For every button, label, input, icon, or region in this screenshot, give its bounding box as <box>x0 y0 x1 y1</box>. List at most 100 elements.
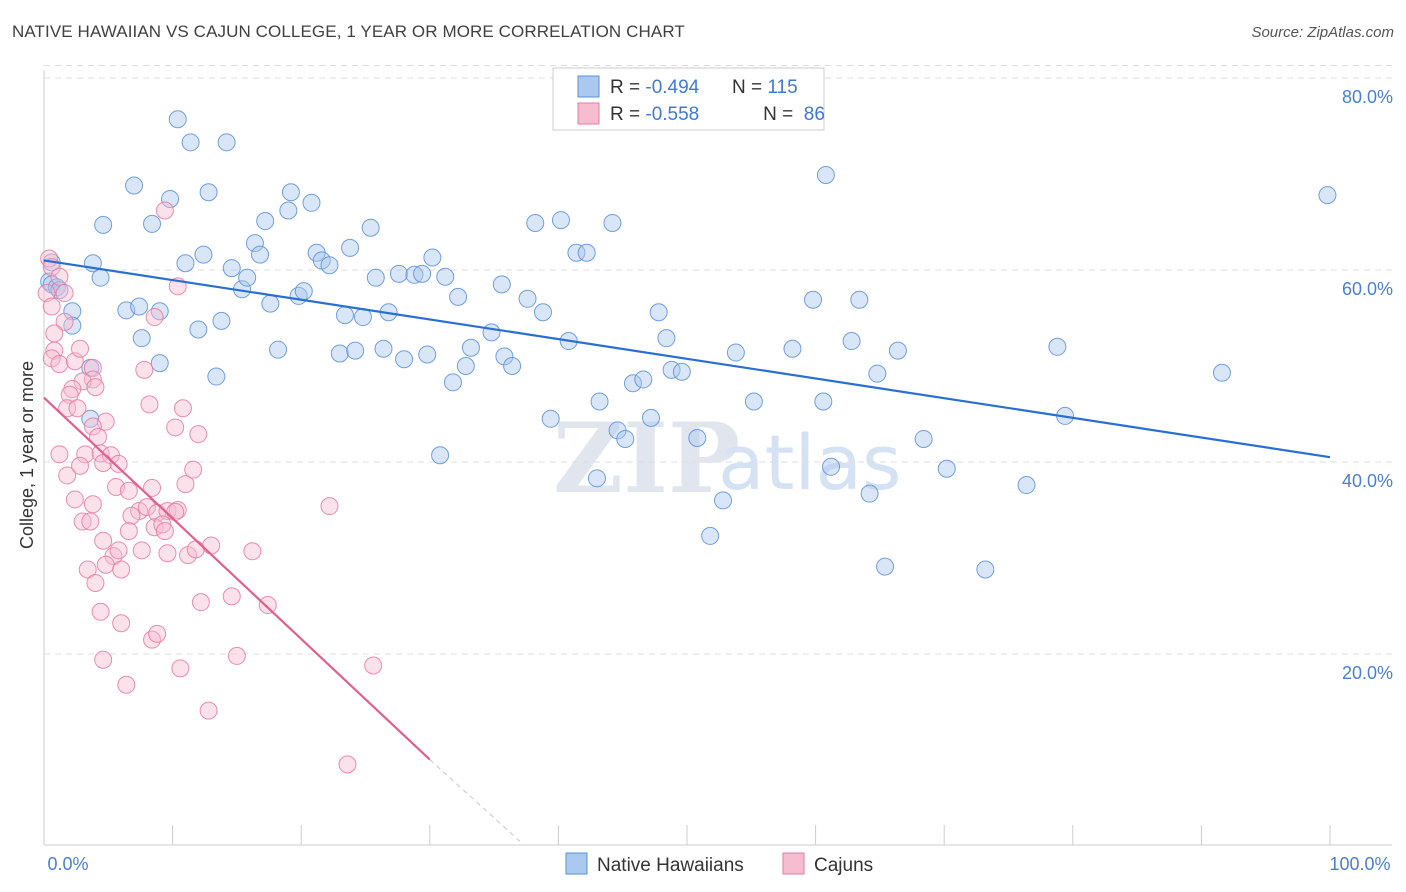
point-native-hawaiian <box>330 344 349 363</box>
point-native-hawaiian <box>461 338 480 357</box>
x-tick-label-max: 100.0% <box>1329 854 1390 874</box>
x-ticks <box>43 825 1331 845</box>
point-native-hawaiian <box>482 323 501 342</box>
point-cajun <box>94 453 113 472</box>
point-native-hawaiian <box>189 320 208 339</box>
point-native-hawaiian <box>269 340 288 359</box>
axes <box>43 70 1392 846</box>
point-cajun <box>112 614 131 633</box>
point-cajun <box>50 267 69 286</box>
point-native-hawaiian <box>1048 337 1067 356</box>
point-native-hawaiian <box>238 268 257 287</box>
point-native-hawaiian <box>783 339 802 358</box>
point-cajun <box>191 593 210 612</box>
y-tick-label: 20.0% <box>1342 663 1393 683</box>
point-native-hawaiian <box>726 343 745 362</box>
point-cajun <box>243 542 262 561</box>
point-native-hawaiian <box>1212 363 1231 382</box>
legend-r-value-blue: -0.494 <box>645 77 699 98</box>
point-cajun <box>227 646 246 665</box>
point-native-hawaiian <box>876 557 895 576</box>
legend-swatch-blue <box>577 75 600 98</box>
point-native-hawaiian <box>168 110 187 129</box>
point-native-hawaiian <box>449 287 468 306</box>
point-native-hawaiian <box>389 264 408 283</box>
point-native-hawaiian <box>814 392 833 411</box>
point-native-hawaiian <box>976 560 995 579</box>
point-native-hawaiian <box>212 311 231 330</box>
point-native-hawaiian <box>125 176 144 195</box>
point-cajun <box>158 544 177 563</box>
point-native-hawaiian <box>294 282 313 301</box>
trend-line-cajuns <box>43 396 431 761</box>
point-cajun <box>132 541 151 560</box>
point-cajun <box>117 675 136 694</box>
watermark-zip: ZIP <box>553 402 740 515</box>
point-native-hawaiian <box>822 457 841 476</box>
point-cajun <box>158 501 177 520</box>
point-cajun <box>86 378 105 397</box>
point-native-hawaiian <box>256 212 275 231</box>
point-native-hawaiian <box>914 429 933 448</box>
point-cajun <box>96 555 115 574</box>
point-native-hawaiian <box>587 469 606 488</box>
legend-n-value-pink: 86 <box>799 104 825 125</box>
point-native-hawaiian <box>374 339 393 358</box>
point-cajun <box>78 560 97 579</box>
point-cajun <box>135 360 154 379</box>
point-cajun <box>76 445 95 464</box>
source-credit: Source: ZipAtlas.com <box>1251 24 1394 41</box>
point-native-hawaiian <box>251 245 270 264</box>
legend-r-label-pink: R = <box>610 104 645 125</box>
point-native-hawaiian <box>207 367 226 386</box>
point-native-hawaiian <box>541 409 560 428</box>
point-native-hawaiian <box>413 264 432 283</box>
point-cajun <box>58 466 77 485</box>
point-native-hawaiian <box>533 303 552 322</box>
point-native-hawaiian <box>361 218 380 237</box>
point-native-hawaiian <box>641 408 660 427</box>
point-cajun <box>119 522 138 541</box>
point-native-hawaiian <box>199 183 218 202</box>
point-cajun <box>364 656 383 675</box>
point-cajun <box>71 339 90 358</box>
point-native-hawaiian <box>657 329 676 348</box>
point-native-hawaiian <box>518 289 537 308</box>
point-cajun <box>184 460 203 479</box>
point-cajun <box>37 284 56 303</box>
point-cajun <box>173 399 192 418</box>
point-native-hawaiian <box>176 254 195 273</box>
point-cajun <box>68 399 87 418</box>
point-cajun <box>176 475 195 494</box>
point-native-hawaiian <box>744 392 763 411</box>
legend-row-blue-n: N = 115 <box>732 77 798 98</box>
correlation-legend: R = -0.494 N = 115 R = -0.558 N = 86 <box>552 67 825 131</box>
point-native-hawaiian <box>320 256 339 275</box>
legend-row-pink: R = -0.558 <box>610 104 699 125</box>
point-cajun <box>73 512 92 531</box>
point-cajun <box>186 540 205 559</box>
legend-n-value-blue: 115 <box>767 77 797 98</box>
point-cajun <box>171 659 190 678</box>
point-native-hawaiian <box>860 484 879 503</box>
point-native-hawaiian <box>245 234 264 253</box>
point-cajun <box>143 630 162 649</box>
point-native-hawaiian <box>937 459 956 478</box>
y-axis-label: College, 1 year or more <box>17 361 37 549</box>
point-native-hawaiian <box>616 429 635 448</box>
trend-line-cajuns-extension <box>429 759 521 842</box>
point-cajun <box>137 498 156 517</box>
trend-lines <box>43 259 1331 842</box>
point-cajun <box>119 481 138 500</box>
point-native-hawaiian <box>1017 476 1036 495</box>
point-native-hawaiian <box>395 350 414 369</box>
point-native-hawaiian <box>634 370 653 389</box>
point-native-hawaiian <box>302 193 321 212</box>
point-native-hawaiian <box>279 201 298 220</box>
point-cajun <box>148 624 167 643</box>
series-legend-label-cajuns: Cajuns <box>814 855 873 876</box>
point-cajun <box>166 418 185 437</box>
point-cajun <box>55 284 74 303</box>
point-native-hawaiian <box>816 165 835 184</box>
